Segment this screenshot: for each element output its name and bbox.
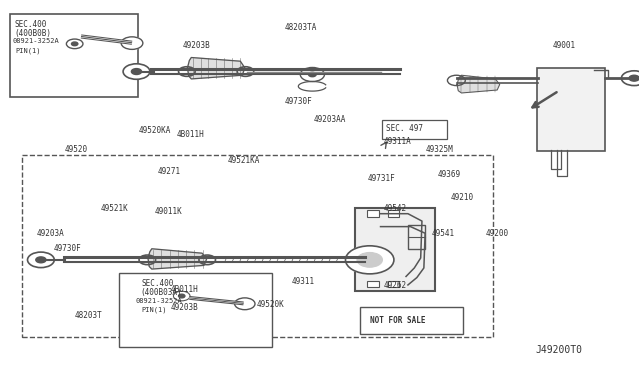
Text: 49731F: 49731F bbox=[368, 174, 396, 183]
Text: 49203B: 49203B bbox=[183, 41, 211, 50]
Text: 49271: 49271 bbox=[157, 167, 180, 176]
Text: NOT FOR SALE: NOT FOR SALE bbox=[370, 316, 425, 325]
Text: SEC.400: SEC.400 bbox=[14, 20, 47, 29]
Circle shape bbox=[28, 252, 54, 267]
Text: (400B03A): (400B03A) bbox=[140, 288, 182, 297]
Text: J49200T0: J49200T0 bbox=[536, 345, 582, 355]
Circle shape bbox=[72, 42, 78, 46]
Text: 49730F: 49730F bbox=[285, 97, 313, 106]
Bar bbox=[119, 273, 272, 347]
Text: 08921-3252A: 08921-3252A bbox=[135, 298, 182, 304]
Circle shape bbox=[179, 294, 185, 298]
Text: 4B011H: 4B011H bbox=[177, 130, 204, 139]
Text: 49521KA: 49521KA bbox=[228, 155, 260, 165]
Bar bbox=[408, 225, 424, 249]
Bar bbox=[383, 119, 447, 139]
Text: 49730F: 49730F bbox=[54, 244, 81, 253]
Bar bbox=[10, 14, 138, 97]
Circle shape bbox=[346, 246, 394, 274]
Polygon shape bbox=[148, 249, 207, 269]
Text: SEC.400: SEC.400 bbox=[141, 279, 174, 288]
Bar bbox=[367, 211, 379, 217]
Bar bbox=[22, 155, 493, 337]
Text: 48203T: 48203T bbox=[75, 311, 102, 320]
Bar bbox=[360, 307, 463, 334]
Text: 49311A: 49311A bbox=[384, 137, 412, 146]
Circle shape bbox=[300, 67, 324, 81]
Text: 08921-3252A: 08921-3252A bbox=[13, 38, 60, 44]
Text: 49311: 49311 bbox=[291, 278, 314, 286]
Circle shape bbox=[121, 37, 143, 49]
Circle shape bbox=[36, 257, 46, 263]
Text: SEC. 497: SEC. 497 bbox=[386, 124, 422, 133]
Text: 49011K: 49011K bbox=[154, 207, 182, 217]
Circle shape bbox=[308, 72, 316, 77]
Text: 49200: 49200 bbox=[486, 230, 509, 238]
Circle shape bbox=[629, 75, 639, 81]
Text: 49542: 49542 bbox=[384, 203, 407, 213]
Bar bbox=[388, 211, 399, 217]
Text: (400B0B): (400B0B) bbox=[14, 29, 51, 38]
Text: 49325M: 49325M bbox=[425, 145, 453, 154]
Text: 49203B: 49203B bbox=[170, 303, 198, 312]
Bar bbox=[367, 280, 379, 287]
Text: 49521K: 49521K bbox=[100, 203, 128, 213]
Circle shape bbox=[123, 64, 150, 79]
Text: 48203TA: 48203TA bbox=[285, 23, 317, 32]
Text: 49541: 49541 bbox=[431, 230, 454, 238]
Text: 49001: 49001 bbox=[552, 41, 576, 50]
Polygon shape bbox=[457, 75, 500, 93]
Text: 49369: 49369 bbox=[438, 170, 461, 179]
Text: PIN(1): PIN(1) bbox=[141, 307, 167, 313]
Text: 4B011H: 4B011H bbox=[170, 285, 198, 294]
Circle shape bbox=[131, 68, 141, 74]
Text: 49203AA: 49203AA bbox=[314, 115, 346, 124]
Polygon shape bbox=[188, 58, 245, 79]
Text: 49520K: 49520K bbox=[256, 300, 284, 309]
Bar bbox=[388, 280, 399, 287]
Bar bbox=[537, 68, 605, 151]
Text: 49262: 49262 bbox=[384, 281, 407, 290]
Circle shape bbox=[357, 253, 383, 267]
Circle shape bbox=[621, 71, 640, 86]
Text: 49520KA: 49520KA bbox=[138, 126, 171, 135]
Bar bbox=[355, 208, 435, 291]
Text: 49210: 49210 bbox=[451, 193, 474, 202]
Text: 49203A: 49203A bbox=[36, 230, 64, 238]
Circle shape bbox=[235, 298, 255, 310]
Text: PIN(1): PIN(1) bbox=[15, 48, 41, 54]
Text: 49520: 49520 bbox=[65, 145, 88, 154]
